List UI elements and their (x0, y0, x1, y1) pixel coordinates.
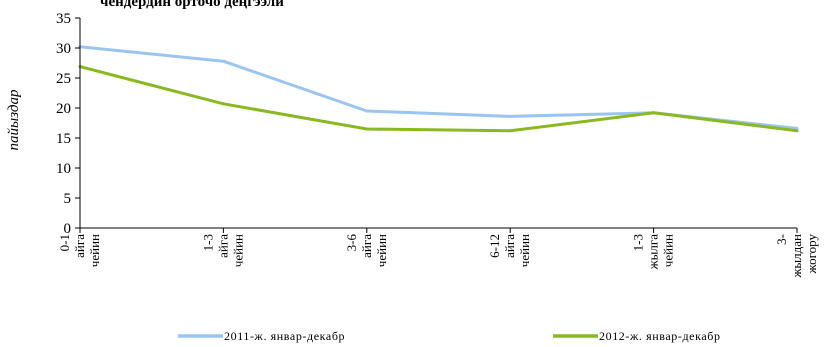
data-point (221, 102, 225, 106)
x-tick-label: 3-6 айга чейин (344, 234, 389, 268)
x-tick-label-line: 6-12 (487, 234, 502, 258)
data-point (795, 126, 799, 130)
y-tick-label: 25 (56, 71, 71, 87)
x-tick-label-line: чейин (517, 234, 532, 267)
x-tick-label-line: 3- (774, 234, 789, 245)
data-point (652, 111, 656, 115)
x-tick-label-line: 3-6 (344, 234, 359, 252)
data-point (508, 114, 512, 118)
data-point (795, 129, 799, 133)
y-tick-label: 30 (56, 41, 71, 57)
x-tick-label-line: 1-3 (631, 234, 646, 251)
y-axis-label: пайыздар (6, 89, 22, 150)
x-tick-label-line: жылга (646, 234, 661, 271)
x-tick-label-line: чейин (374, 234, 389, 267)
series-line-2 (79, 65, 798, 133)
y-tick-label: 0 (64, 221, 72, 237)
chart-title: чендердин орточо деңгээли (100, 0, 284, 10)
data-point (365, 109, 369, 113)
legend-label: 2012-ж. январ-декабр (599, 329, 721, 343)
x-tick-label-line: айга (502, 234, 517, 258)
x-tick-label: 6-12 айга чейин (487, 234, 532, 267)
y-tick-label: 35 (56, 11, 71, 27)
x-tick-label-line: чейин (230, 234, 245, 267)
x-tick-label-line: чейин (661, 234, 676, 267)
x-tick-label-line: 1-3 (200, 234, 215, 251)
x-tick-label: 3- жылдан жогору (774, 234, 819, 279)
data-point (365, 127, 369, 131)
y-tick-label: 20 (56, 101, 71, 117)
data-point (508, 129, 512, 133)
x-tick-label-line: 0-1 (57, 234, 72, 251)
x-tick-label-line: айга (359, 234, 374, 258)
x-tick-label-line: жылдан (789, 234, 804, 279)
x-tick-label: 1-3 айга чейин (200, 234, 245, 267)
legend-label: 2011-ж. январ-декабр (224, 329, 345, 343)
x-tick-label-line: айга (72, 234, 87, 258)
x-tick-label-line: айга (215, 234, 230, 258)
data-point (221, 59, 225, 63)
x-tick-label: 1-3 жылга чейин (631, 234, 676, 271)
y-tick-label: 10 (56, 161, 71, 177)
x-tick-label: 0-1 айга чейин (57, 234, 102, 267)
y-tick-label: 5 (64, 191, 72, 207)
x-tick-label-line: чейин (87, 234, 102, 267)
x-tick-label-line: жогору (804, 234, 819, 275)
y-tick-label: 15 (56, 131, 71, 147)
